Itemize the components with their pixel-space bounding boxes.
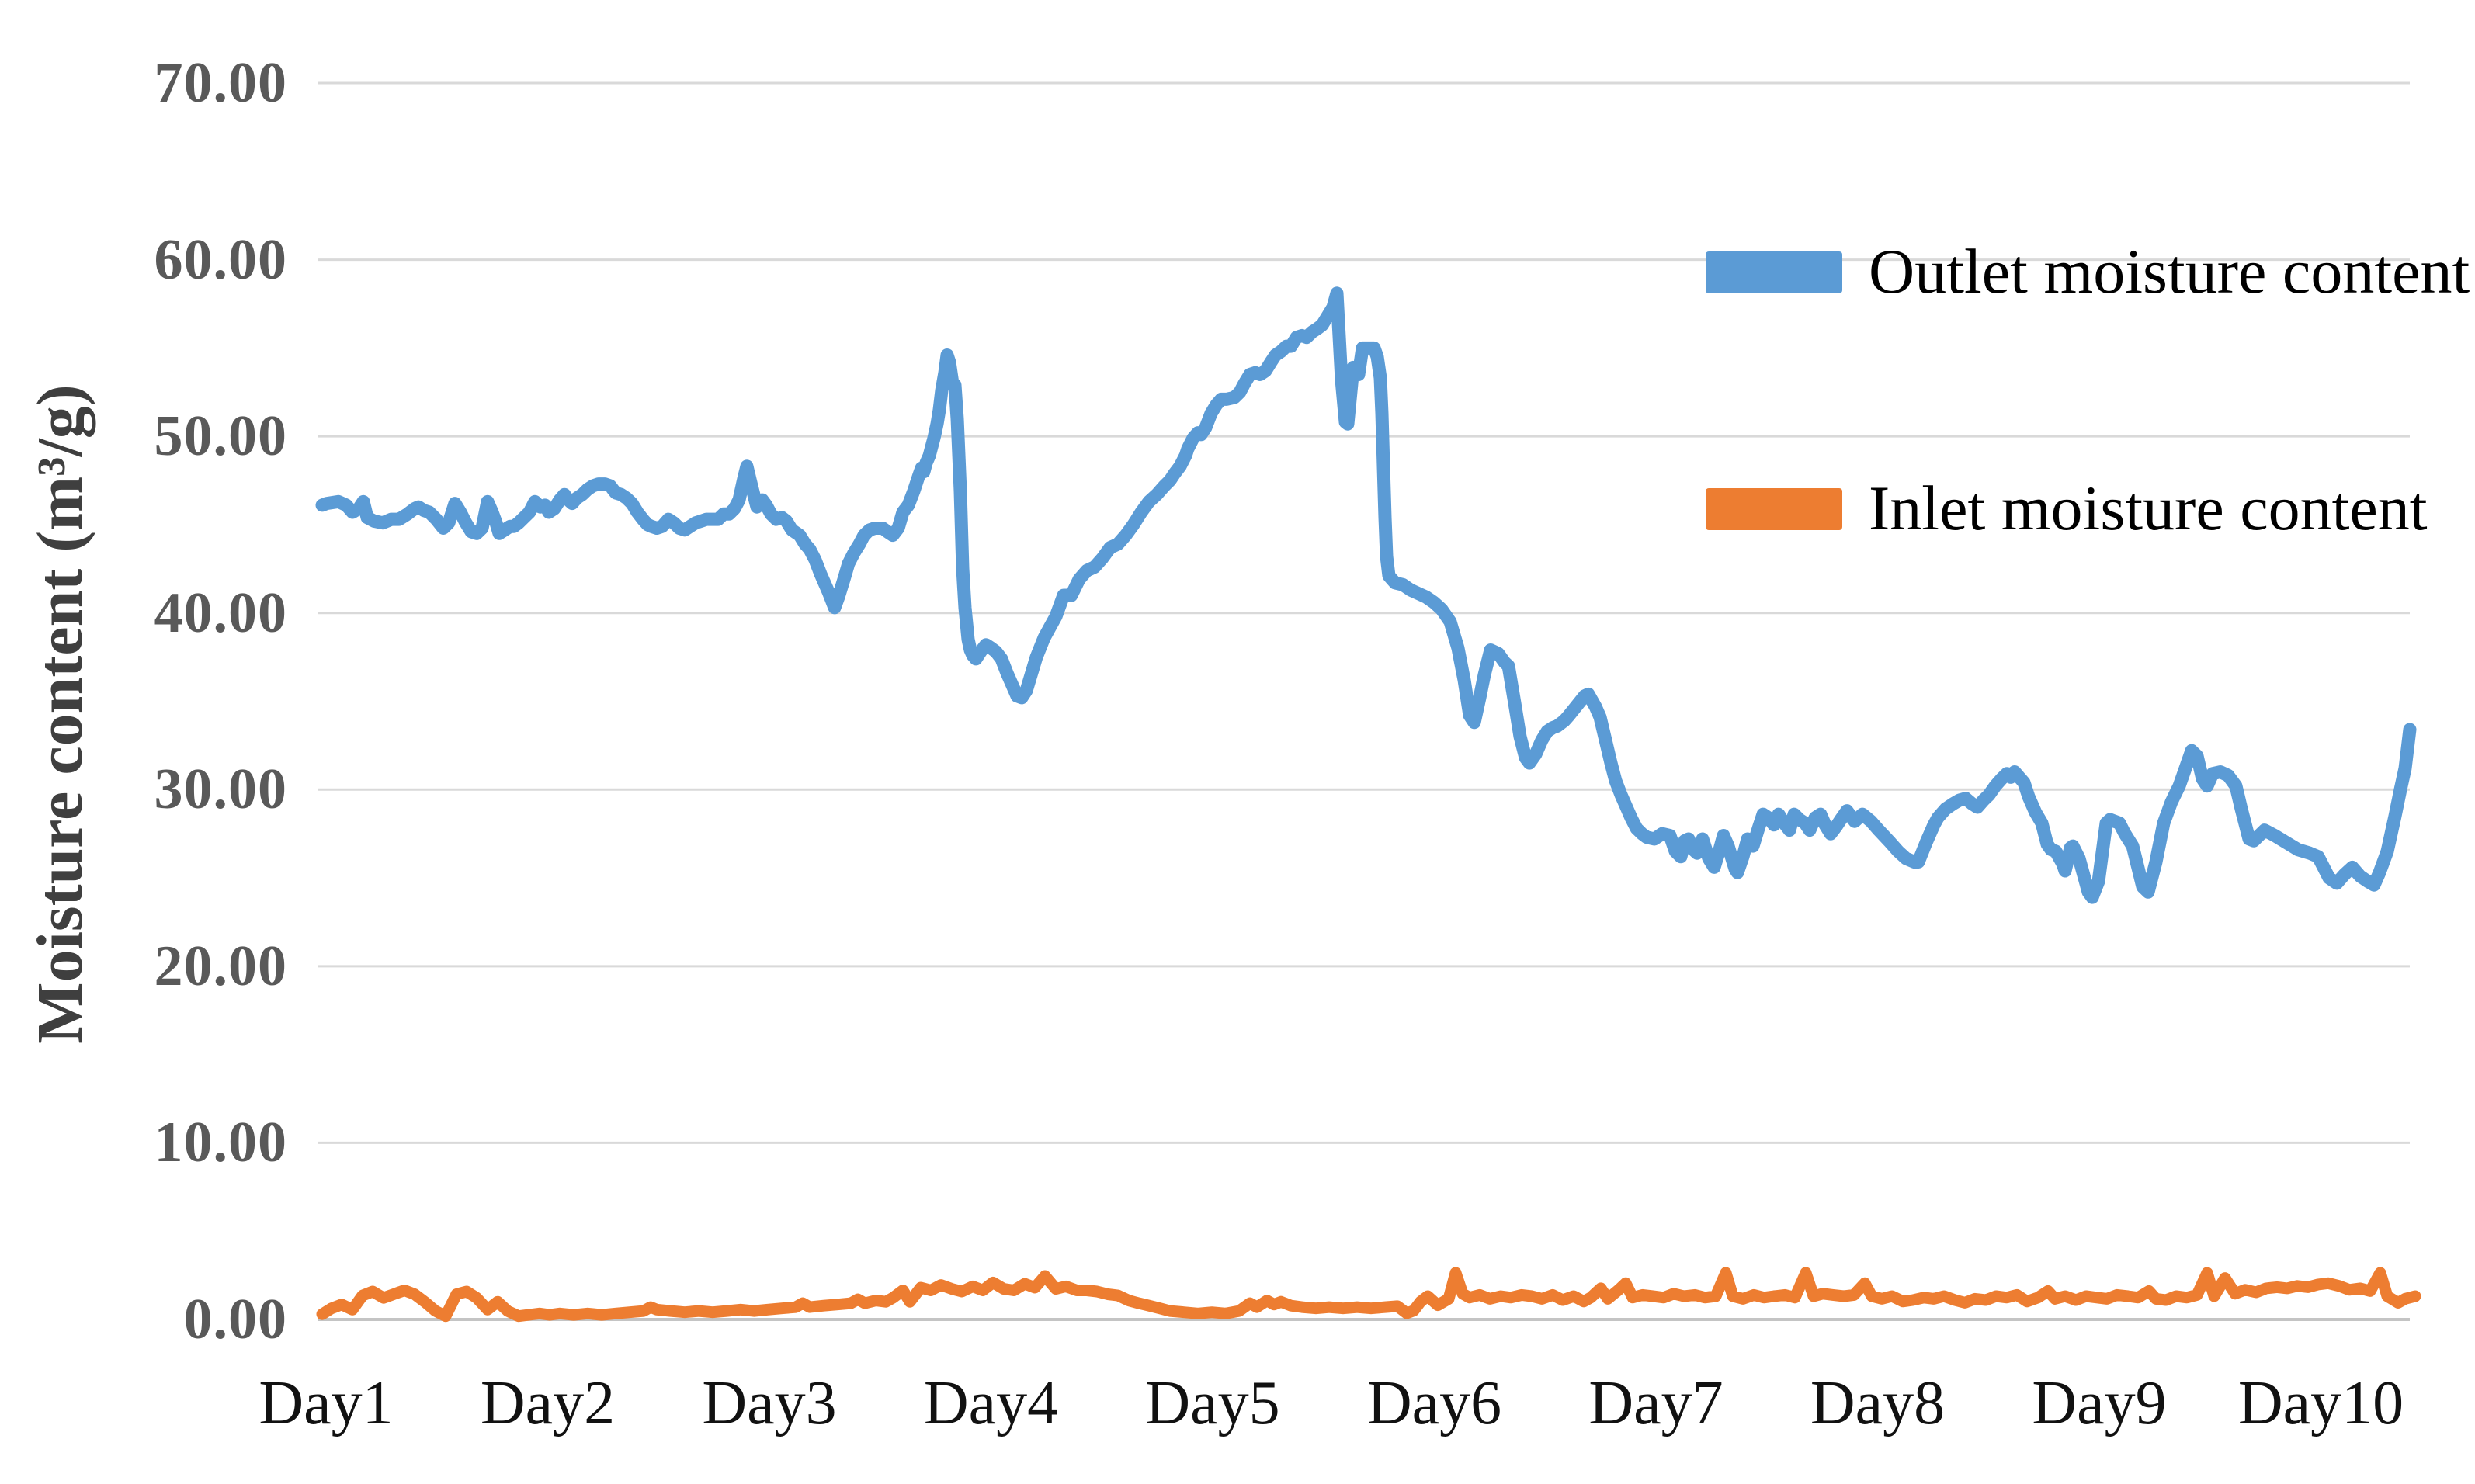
y-tick-label-60.00: 60.00 <box>154 227 287 292</box>
x-tick-label-day9: Day9 <box>2032 1369 2167 1437</box>
x-tick-label-day6: Day6 <box>1366 1369 1502 1437</box>
inlet-moisture-line <box>316 1267 2421 1323</box>
x-tick-label-day3: Day3 <box>702 1369 837 1437</box>
y-axis-title: Moisture content (m³/g) <box>24 384 96 1044</box>
outlet-moisture-line <box>315 286 2417 904</box>
y-tick-label-0.00: 0.00 <box>183 1288 287 1351</box>
y-tick-label-40.00: 40.00 <box>154 581 287 645</box>
x-tick-label-day1: Day1 <box>259 1369 394 1437</box>
y-tick-label-20.00: 20.00 <box>154 934 287 998</box>
legend-label-inlet: Inlet moisture content <box>1869 473 2428 543</box>
y-tick-label-10.00: 10.00 <box>154 1111 287 1175</box>
x-tick-label-day7: Day7 <box>1588 1369 1723 1437</box>
inlet-series-swatch-icon <box>1706 488 1842 530</box>
x-tick-label-day8: Day8 <box>1810 1369 1946 1437</box>
legend-label-outlet: Outlet moisture content <box>1869 236 2470 307</box>
x-tick-label-day2: Day2 <box>480 1369 616 1437</box>
y-tick-label-70.00: 70.00 <box>154 51 287 115</box>
outlet-series-swatch-icon <box>1706 251 1842 293</box>
y-tick-label-30.00: 30.00 <box>154 758 287 822</box>
x-tick-label-day5: Day5 <box>1145 1369 1280 1437</box>
x-tick-label-day4: Day4 <box>923 1369 1059 1437</box>
y-tick-label-50.00: 50.00 <box>154 404 287 469</box>
x-tick-label-day10: Day10 <box>2237 1369 2404 1437</box>
